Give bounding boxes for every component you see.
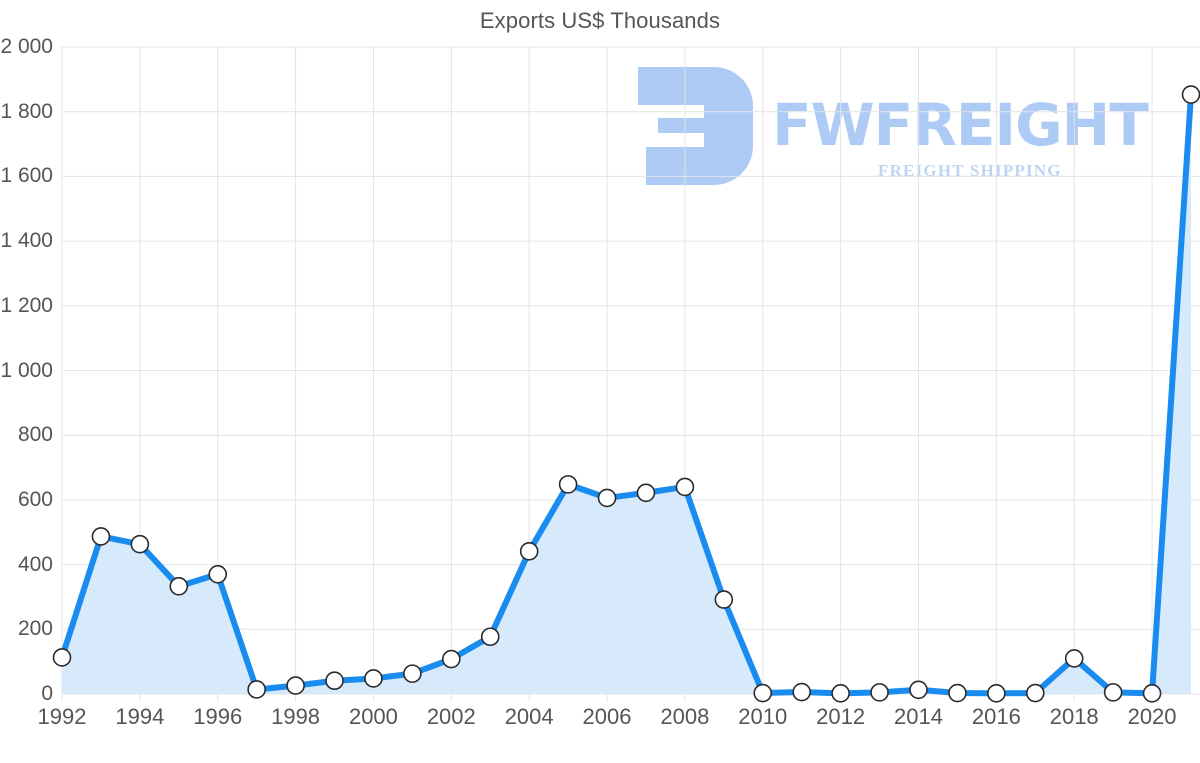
data-point-marker[interactable] <box>909 680 928 700</box>
data-markers <box>52 85 1200 703</box>
data-point-marker[interactable] <box>831 684 850 703</box>
data-point-marker[interactable] <box>247 680 266 699</box>
x-axis-tick-label: 1996 <box>193 704 243 729</box>
y-axis-tick-label: 200 <box>17 617 53 641</box>
data-point-marker[interactable] <box>480 627 500 647</box>
data-point-marker[interactable] <box>1025 683 1045 703</box>
x-axis-tick-label: 2012 <box>816 704 866 729</box>
data-point-marker[interactable] <box>364 669 383 688</box>
data-point-marker[interactable] <box>1064 649 1084 668</box>
data-point-marker[interactable] <box>403 664 422 683</box>
y-axis-tick-label: 1 000 <box>0 358 53 382</box>
x-axis-tick-label: 2000 <box>348 704 398 729</box>
x-axis-tick-label: 2004 <box>504 704 554 729</box>
y-axis-tick-label: 400 <box>17 552 53 576</box>
x-axis-tick-label: 2002 <box>426 704 476 729</box>
x-axis-tick-label: 2006 <box>582 704 632 729</box>
chart-title: Exports US$ Thousands <box>479 8 721 33</box>
data-point-marker[interactable] <box>52 648 72 667</box>
y-axis-tick-label: 1 400 <box>0 229 53 253</box>
data-point-marker[interactable] <box>675 477 695 497</box>
data-point-marker[interactable] <box>1103 683 1123 702</box>
x-axis-tick-label: 1994 <box>115 704 165 729</box>
data-point-marker[interactable] <box>1142 684 1162 703</box>
data-point-marker[interactable] <box>208 565 228 584</box>
data-point-marker[interactable] <box>91 527 111 546</box>
x-axis-tick-label: 2010 <box>738 704 788 729</box>
data-point-marker[interactable] <box>169 576 189 596</box>
data-point-marker[interactable] <box>519 542 539 561</box>
y-axis-tick-label: 0 <box>41 682 53 705</box>
x-axis-tick-label: 2020 <box>1127 704 1177 729</box>
x-axis-tick-label: 2008 <box>660 704 710 729</box>
x-axis-tick-label: 1998 <box>271 704 321 729</box>
data-point-marker[interactable] <box>558 475 578 494</box>
y-axis-tick-label: 1 800 <box>0 99 53 123</box>
data-point-marker[interactable] <box>753 683 773 703</box>
data-point-marker[interactable] <box>792 682 811 702</box>
data-point-marker[interactable] <box>286 676 305 695</box>
data-point-marker[interactable] <box>1181 85 1200 104</box>
y-axis-tick-label: 600 <box>17 487 53 511</box>
y-axis-tick-label: 1 600 <box>0 164 53 188</box>
data-point-marker[interactable] <box>325 671 344 691</box>
y-axis: 0 200 400 600 800 1 000 1 200 1 400 1 600 1 800 2 … <box>0 0 53 763</box>
data-point-marker[interactable] <box>442 649 461 669</box>
y-axis-tick-label: 800 <box>17 423 53 447</box>
x-axis-tick-label: 2014 <box>893 704 943 729</box>
data-point-marker[interactable] <box>948 683 967 703</box>
y-axis-tick-label: 1 200 <box>0 293 53 317</box>
data-point-marker[interactable] <box>714 590 734 609</box>
area-fill <box>62 94 1191 694</box>
x-axis-tick-label: 2018 <box>1049 704 1099 729</box>
x-axis-tick-label: 2016 <box>971 704 1021 729</box>
data-point-marker[interactable] <box>597 488 617 508</box>
area-fill-path <box>62 94 1191 694</box>
data-point-marker[interactable] <box>636 483 656 503</box>
data-point-marker[interactable] <box>870 683 889 702</box>
data-point-marker[interactable] <box>987 684 1006 703</box>
y-axis-tick-label: 2 000 <box>0 35 53 58</box>
data-point-marker[interactable] <box>130 534 150 554</box>
x-axis-tick-label: 1992 <box>37 704 87 729</box>
